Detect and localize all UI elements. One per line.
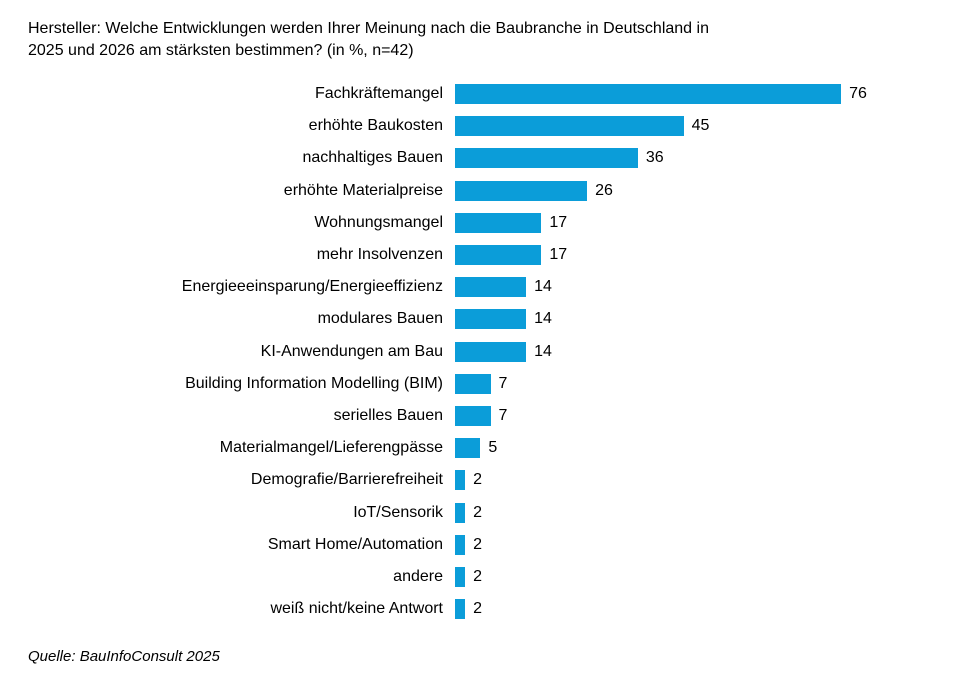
- value-label: 14: [534, 342, 552, 360]
- category-label: weiß nicht/keine Antwort: [270, 600, 443, 618]
- value-label: 7: [498, 406, 508, 424]
- value-label: 2: [473, 600, 483, 618]
- value-label: 2: [473, 503, 483, 521]
- bar-row: erhöhte Materialpreise 26: [0, 175, 976, 207]
- category-label: nachhaltiges Bauen: [302, 149, 443, 167]
- category-label: serielles Bauen: [333, 406, 443, 424]
- bar-row: Building Information Modelling (BIM) 7: [0, 368, 976, 400]
- bar-row: mehr Insolvenzen 17: [0, 239, 976, 271]
- bar: [455, 599, 466, 620]
- bar: [455, 438, 481, 459]
- bar: [455, 245, 542, 266]
- bar-row: weiß nicht/keine Antwort 2: [0, 593, 976, 625]
- bar-row: andere 2: [0, 561, 976, 593]
- bar: [455, 180, 588, 201]
- bar-row: nachhaltiges Bauen 36: [0, 142, 976, 174]
- bar-row: Fachkräftemangel 76: [0, 78, 976, 110]
- category-label: Demografie/Barrierefreiheit: [250, 471, 443, 489]
- bar-row: erhöhte Baukosten 45: [0, 110, 976, 142]
- value-label: 26: [595, 181, 613, 199]
- category-label: modulares Bauen: [317, 310, 443, 328]
- bar: [455, 534, 466, 555]
- category-label: Building Information Modelling (BIM): [185, 374, 443, 392]
- bar-row: Wohnungsmangel 17: [0, 207, 976, 239]
- bar: [455, 277, 527, 298]
- bar: [455, 470, 466, 491]
- value-label: 17: [549, 213, 568, 231]
- bar-row: modulares Bauen 14: [0, 303, 976, 335]
- bar: [455, 373, 491, 394]
- chart-title: Hersteller: Welche Entwicklungen werden …: [28, 20, 709, 59]
- bar-row: Smart Home/Automation 2: [0, 529, 976, 561]
- value-label: 14: [534, 278, 552, 296]
- value-label: 2: [473, 535, 483, 553]
- category-label: IoT/Sensorik: [353, 503, 443, 521]
- value-label: 2: [473, 567, 483, 585]
- category-label: erhöhte Baukosten: [308, 117, 443, 135]
- bar-row: KI-Anwendungen am Bau 14: [0, 336, 976, 368]
- category-label: Wohnungsmangel: [314, 213, 443, 231]
- value-label: 2: [473, 471, 483, 489]
- value-label: 7: [498, 374, 508, 392]
- bar: [455, 116, 684, 137]
- value-label: 36: [645, 149, 664, 167]
- bar: [455, 566, 466, 587]
- value-label: 76: [849, 85, 867, 103]
- bar: [455, 84, 842, 105]
- bar: [455, 502, 466, 523]
- bar: [455, 405, 491, 426]
- category-label: Materialmangel/Lieferengpässe: [219, 439, 443, 457]
- bar-row: Materialmangel/Lieferengpässe 5: [0, 432, 976, 464]
- bar: [455, 341, 527, 362]
- source-note: Quelle: BauInfoConsult 2025: [28, 648, 220, 665]
- category-label: Fachkräftemangel: [314, 85, 443, 103]
- bar: [455, 212, 542, 233]
- value-label: 17: [549, 246, 568, 264]
- bar-row: serielles Bauen 7: [0, 400, 976, 432]
- bar-row: Demografie/Barrierefreiheit 2: [0, 464, 976, 496]
- bar-chart: Fachkräftemangel 76 erhöhte Baukosten 45 nac…: [0, 78, 976, 625]
- category-label: KI-Anwendungen am Bau: [260, 342, 443, 360]
- bar-row: IoT/Sensorik 2: [0, 496, 976, 528]
- value-label: 14: [534, 310, 552, 328]
- bar: [455, 148, 638, 169]
- category-label: Energieeeinsparung/Energieeffizienz: [181, 278, 443, 296]
- value-label: 5: [488, 439, 498, 457]
- category-label: mehr Insolvenzen: [316, 246, 443, 264]
- category-label: Smart Home/Automation: [267, 535, 443, 553]
- category-label: andere: [393, 567, 443, 585]
- bar: [455, 309, 527, 330]
- value-label: 45: [691, 117, 710, 135]
- bar-row: Energieeeinsparung/Energieeffizienz 14: [0, 271, 976, 303]
- category-label: erhöhte Materialpreise: [283, 181, 443, 199]
